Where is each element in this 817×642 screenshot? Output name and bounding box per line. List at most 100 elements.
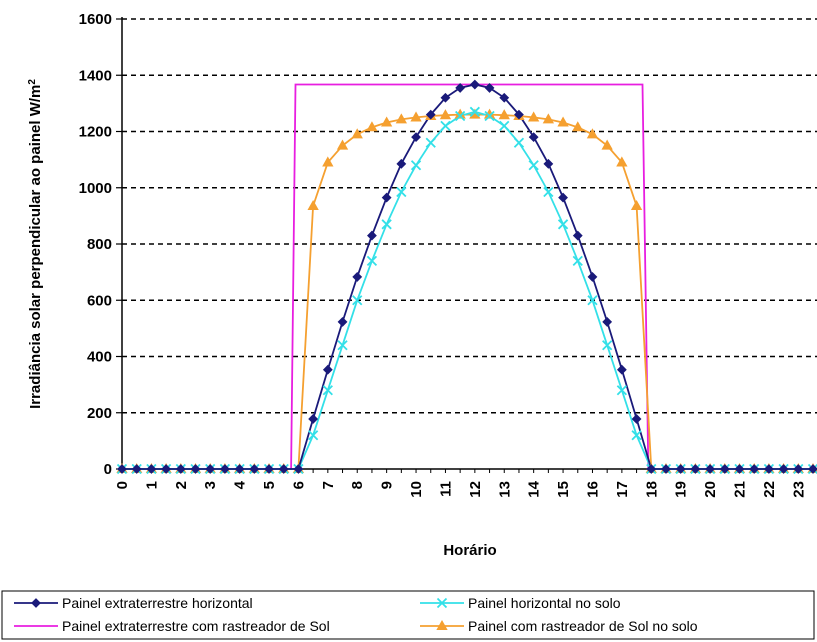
x-tick-label-2: 2 [173, 481, 190, 489]
legend-label-3: Painel com rastreador de Sol no solo [468, 618, 698, 634]
y-tick-label-800: 800 [87, 236, 112, 253]
data-point-series-1 [352, 295, 363, 306]
data-point-series-0 [234, 464, 245, 474]
y-tick-label-1600: 1600 [79, 11, 112, 28]
data-point-series-1 [455, 110, 466, 122]
x-tick-label-13: 13 [496, 481, 513, 498]
x-tick-label-3: 3 [202, 481, 219, 489]
data-point-series-1 [528, 160, 539, 171]
data-point-series-1 [543, 186, 554, 198]
data-point-series-1 [469, 106, 480, 117]
data-point-series-3 [351, 128, 363, 139]
data-point-series-1 [587, 295, 598, 306]
legend-box [1, 590, 815, 640]
data-point-series-3 [528, 111, 540, 122]
x-axis-title: Horário [443, 542, 496, 559]
data-point-series-0 [352, 271, 363, 282]
data-point-series-0 [543, 158, 554, 169]
data-point-series-0 [440, 92, 451, 103]
x-tick-label-4: 4 [232, 480, 249, 489]
data-point-series-0 [411, 132, 421, 143]
data-point-series-0 [514, 109, 524, 120]
data-point-series-0 [484, 82, 495, 93]
data-point-series-3 [586, 128, 599, 139]
data-point-series-1 [337, 340, 348, 351]
data-point-series-0 [396, 158, 407, 169]
x-tick-label-17: 17 [614, 481, 631, 498]
x-tick-label-15: 15 [555, 481, 572, 498]
data-point-series-0 [367, 230, 377, 241]
x-tick-label-19: 19 [673, 481, 690, 498]
data-point-series-0 [793, 464, 804, 474]
data-point-series-3 [542, 113, 555, 124]
x-tick-label-16: 16 [584, 481, 601, 498]
data-point-series-1 [557, 219, 569, 230]
x-tick-label-23: 23 [790, 481, 807, 498]
x-tick-label-9: 9 [379, 481, 396, 489]
data-point-series-1 [513, 137, 525, 148]
series-line-3 [122, 113, 813, 470]
data-point-series-0 [190, 464, 201, 474]
data-point-series-0 [220, 464, 230, 474]
data-point-series-1 [410, 160, 422, 171]
data-point-series-0 [749, 464, 760, 474]
data-point-series-0 [249, 464, 260, 474]
data-point-series-3 [557, 116, 569, 127]
data-point-series-0 [631, 414, 642, 424]
x-tick-label-11: 11 [437, 481, 454, 497]
data-point-series-3 [601, 139, 613, 150]
series-markers [116, 79, 817, 475]
y-tick-label-0: 0 [104, 461, 112, 478]
x-tick-label-5: 5 [261, 481, 278, 489]
x-tick-label-7: 7 [320, 481, 337, 489]
legend-label-0: Painel extraterrestre horizontal [62, 595, 253, 611]
data-point-series-0 [587, 271, 598, 282]
x-tick-label-0: 0 [114, 481, 131, 489]
gridlines [122, 18, 817, 414]
data-point-series-0 [278, 464, 289, 474]
data-point-series-1 [602, 340, 613, 351]
data-point-series-0 [646, 464, 657, 474]
x-tick-label-6: 6 [290, 481, 307, 489]
data-point-series-0 [117, 464, 127, 474]
y-axis-title: Irradiância solar perpendicular ao paine… [27, 79, 45, 409]
data-point-series-3 [380, 116, 393, 127]
x-tick-label-14: 14 [526, 480, 543, 497]
data-point-series-0 [616, 364, 627, 375]
data-point-series-0 [175, 464, 186, 474]
data-point-series-0 [572, 230, 583, 241]
y-tick-label-200: 200 [87, 405, 112, 422]
data-point-series-0 [131, 464, 142, 474]
x-tick-label-8: 8 [349, 481, 366, 489]
data-point-series-0 [337, 316, 348, 327]
data-point-series-3 [395, 113, 407, 124]
data-point-series-3 [366, 121, 378, 132]
data-point-series-1 [631, 430, 642, 441]
data-point-series-0 [558, 192, 568, 203]
data-point-series-0 [778, 464, 789, 474]
data-point-series-3 [616, 156, 628, 167]
x-tick-label-18: 18 [643, 481, 660, 498]
data-point-series-0 [308, 414, 319, 424]
data-point-series-0 [469, 79, 480, 90]
series-line-2 [122, 83, 813, 470]
y-tick-label-1200: 1200 [79, 124, 112, 141]
data-point-series-0 [808, 464, 817, 474]
x-tick-label-20: 20 [702, 481, 719, 498]
data-point-series-0 [763, 464, 774, 474]
series-line-0 [122, 83, 813, 470]
data-point-series-1 [381, 219, 392, 230]
data-point-series-0 [455, 82, 466, 93]
data-point-series-1 [322, 385, 333, 396]
data-point-series-0 [425, 109, 436, 120]
data-point-series-1 [616, 385, 628, 396]
x-tick-labels: 0 1 2 3 4 5 6 7 8 9 10 11 12 13 14 15 16 17 18 19 20 21 22 23 [114, 469, 814, 498]
data-point-series-1 [396, 186, 407, 198]
data-point-series-3 [572, 121, 584, 132]
data-point-series-0 [499, 92, 510, 103]
data-point-series-1 [307, 430, 319, 441]
legend-marker-1 [436, 597, 448, 609]
legend-marker-0 [31, 598, 41, 608]
data-point-series-3 [439, 109, 452, 120]
